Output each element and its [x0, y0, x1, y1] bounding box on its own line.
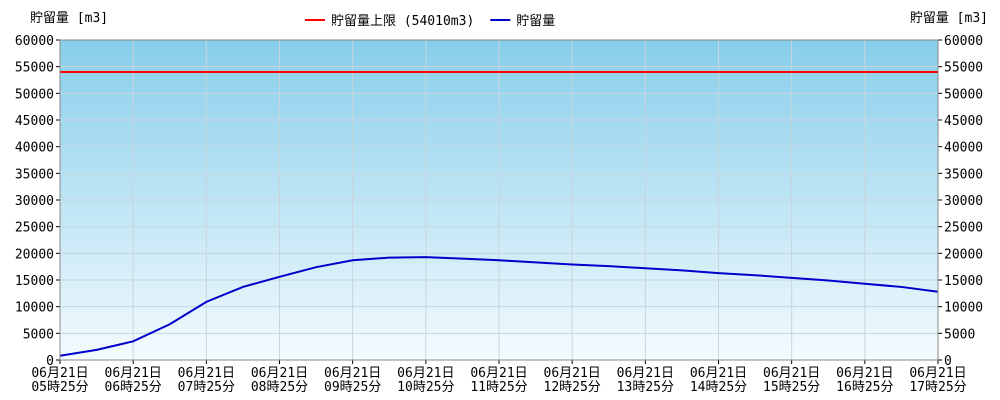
y-tick-label: 15000: [15, 274, 54, 289]
y-tick-label: 25000: [15, 221, 54, 236]
y2-tick-label: 55000: [944, 61, 983, 76]
x-tick-label-line: 06月21日: [105, 366, 162, 381]
x-tick-label-line: 06月21日: [397, 366, 454, 381]
y2-tick-label: 25000: [944, 221, 983, 236]
y2-tick-label: 60000: [944, 34, 983, 49]
x-tick-label-line: 06月21日: [470, 366, 527, 381]
y-tick-label: 55000: [15, 61, 54, 76]
x-tick-label: 06月21日 06時25分: [105, 366, 162, 395]
y2-tick-label: 15000: [944, 274, 983, 289]
y2-tick-label: 40000: [944, 141, 983, 156]
x-tick-label-line: 06時25分: [105, 380, 162, 395]
x-tick-label-line: 06月21日: [909, 366, 966, 381]
y-tick-label: 10000: [15, 301, 54, 316]
x-tick-label: 06月21日 14時25分: [690, 366, 747, 395]
x-tick-label: 06月21日 12時25分: [544, 366, 601, 395]
legend-label: 貯留量: [516, 14, 555, 29]
x-tick-label: 06月21日 09時25分: [324, 366, 381, 395]
data-line: [59, 256, 939, 357]
x-tick-label: 06月21日 10時25分: [397, 366, 454, 395]
y-tick-label: 35000: [15, 167, 54, 182]
y-tick-label: 40000: [15, 141, 54, 156]
y2-axis-label: 貯留量 [m3]: [910, 11, 988, 26]
x-tick-label: 06月21日 17時25分: [909, 366, 966, 395]
x-tick-label-line: 07時25分: [178, 380, 235, 395]
x-tick-label-line: 09時25分: [324, 380, 381, 395]
x-tick-label-line: 06月21日: [251, 366, 308, 381]
x-tick-label: 06月21日 11時25分: [470, 366, 527, 395]
y-tick-label: 50000: [15, 87, 54, 102]
x-tick-label: 06月21日 07時25分: [178, 366, 235, 395]
x-tick-label-line: 15時25分: [763, 380, 820, 395]
x-tick-label-line: 05時25分: [31, 380, 88, 395]
plot-border: [59, 39, 939, 361]
x-tick-label: 06月21日 15時25分: [763, 366, 820, 395]
x-tick-label: 06月21日 13時25分: [617, 366, 674, 395]
x-tick-label-line: 06月21日: [324, 366, 381, 381]
y-tick-label: 60000: [15, 34, 54, 49]
x-tick-label-line: 06月21日: [178, 366, 235, 381]
x-tick-label: 06月21日 05時25分: [31, 366, 88, 395]
x-tick-label-line: 12時25分: [544, 380, 601, 395]
y2-tick-label: 0: [944, 354, 952, 369]
y2-tick-label: 50000: [944, 87, 983, 102]
x-tick-label-line: 10時25分: [397, 380, 454, 395]
y2-tick-label: 45000: [944, 114, 983, 129]
x-tick-label: 06月21日 16時25分: [836, 366, 893, 395]
x-tick-label-line: 16時25分: [836, 380, 893, 395]
x-tick-label-line: 06月21日: [617, 366, 674, 381]
y-axis-label: 貯留量 [m3]: [30, 11, 108, 26]
y-tick-label: 0: [46, 354, 54, 369]
x-tick-label-line: 06月21日: [544, 366, 601, 381]
y-tick-label: 30000: [15, 194, 54, 209]
x-tick-label-line: 06月21日: [31, 366, 88, 381]
y2-tick-label: 5000: [944, 327, 975, 342]
y-tick-label: 20000: [15, 247, 54, 262]
y2-tick-label: 30000: [944, 194, 983, 209]
legend-label: 貯留量上限 (54010m3): [331, 14, 474, 29]
y2-tick-label: 20000: [944, 247, 983, 262]
x-tick-label: 06月21日 08時25分: [251, 366, 308, 395]
x-tick-label-line: 14時25分: [690, 380, 747, 395]
x-tick-label-line: 06月21日: [690, 366, 747, 381]
y-tick-label: 5000: [23, 327, 54, 342]
y-tick-label: 45000: [15, 114, 54, 129]
x-tick-label-line: 06月21日: [836, 366, 893, 381]
x-tick-label-line: 11時25分: [470, 380, 527, 395]
y2-tick-label: 10000: [944, 301, 983, 316]
x-tick-label-line: 13時25分: [617, 380, 674, 395]
y2-tick-label: 35000: [944, 167, 983, 182]
x-tick-label-line: 17時25分: [909, 380, 966, 395]
x-tick-label-line: 06月21日: [763, 366, 820, 381]
x-tick-label-line: 08時25分: [251, 380, 308, 395]
